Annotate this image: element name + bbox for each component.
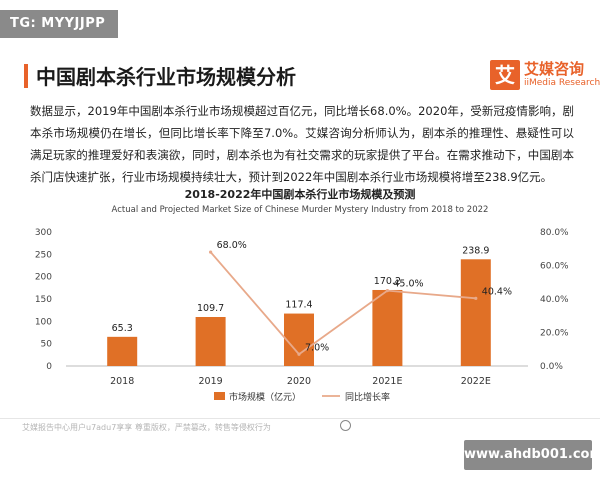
growth-rate-label: 7.0% [305, 342, 329, 353]
footer-divider [0, 418, 600, 419]
chart-title: 2018-2022年中国剧本杀行业市场规模及预测 [185, 187, 416, 201]
legend-bar-swatch [214, 392, 225, 400]
bar-2018 [107, 336, 138, 366]
growth-rate-point [297, 352, 301, 356]
copyright-circle-icon [340, 420, 351, 431]
bar-value-label: 65.3 [112, 323, 133, 334]
growth-rate-point [385, 289, 389, 293]
analysis-paragraph: 数据显示，2019年中国剧本杀行业市场规模超过百亿元，同比增长68.0%。202… [30, 104, 574, 184]
y-left-tick-label: 150 [35, 295, 52, 305]
bar-2020 [284, 313, 314, 366]
y-left-tick-label: 0 [46, 362, 52, 372]
growth-rate-label: 68.0% [217, 240, 247, 251]
legend-bar-label: 市场规模（亿元） [229, 391, 301, 403]
logo-name: 艾媒咨询 [524, 60, 585, 78]
watermark-badge: www.ahdb001.com [464, 440, 600, 470]
bar-2019 [195, 317, 226, 366]
bar-value-label: 238.9 [462, 245, 489, 256]
chart-subtitle: Actual and Projected Market Size of Chin… [112, 205, 489, 215]
bar-2022E [460, 259, 491, 366]
y-right-tick-label: 40.0% [540, 295, 569, 305]
y-right-tick-label: 0.0% [540, 362, 563, 372]
growth-rate-label: 45.0% [393, 279, 423, 290]
y-left-tick-label: 200 [35, 273, 52, 283]
x-tick-label: 2018 [110, 376, 134, 387]
bar-value-label: 109.7 [197, 303, 224, 314]
bar-2021E [372, 289, 403, 366]
growth-rate-label: 40.4% [482, 286, 512, 297]
y-left-tick-label: 300 [35, 228, 52, 238]
iimedia-logo: 艾 艾媒咨询 iiMedia Research [490, 58, 600, 94]
y-right-tick-label: 20.0% [540, 329, 569, 339]
x-tick-label: 2020 [287, 376, 311, 387]
tg-badge: TG: MYYJJPP [0, 10, 118, 38]
y-left-tick-label: 250 [35, 250, 52, 260]
title-accent-bar [24, 64, 28, 88]
growth-rate-point [474, 296, 478, 300]
page-title: 中国剧本杀行业市场规模分析 [36, 65, 296, 89]
legend-line-label: 同比增长率 [345, 391, 390, 403]
y-right-tick-label: 60.0% [540, 262, 569, 272]
logo-subtitle: iiMedia Research [524, 78, 600, 88]
market-size-chart: 2018-2022年中国剧本杀行业市场规模及预测 Actual and Proje… [0, 182, 600, 422]
chart-svg: 2018-2022年中国剧本杀行业市场规模及预测 Actual and Proje… [35, 187, 569, 403]
bar-value-label: 170.2 [374, 276, 401, 287]
bar-value-label: 117.4 [285, 300, 312, 311]
growth-rate-line [209, 251, 476, 356]
y-right-tick-label: 80.0% [540, 228, 569, 238]
logo-mark: 艾 [490, 60, 520, 90]
footer-copyright: 艾媒报告中心用户u7adu7享享 尊重版权，严禁篡改，转售等侵权行为 [22, 423, 271, 432]
x-tick-label: 2022E [461, 376, 491, 387]
y-left-tick-label: 100 [35, 317, 52, 327]
y-left-tick-label: 50 [41, 340, 53, 350]
x-tick-label: 2021E [372, 376, 402, 387]
x-tick-label: 2019 [199, 376, 223, 387]
growth-rate-point [209, 250, 213, 254]
